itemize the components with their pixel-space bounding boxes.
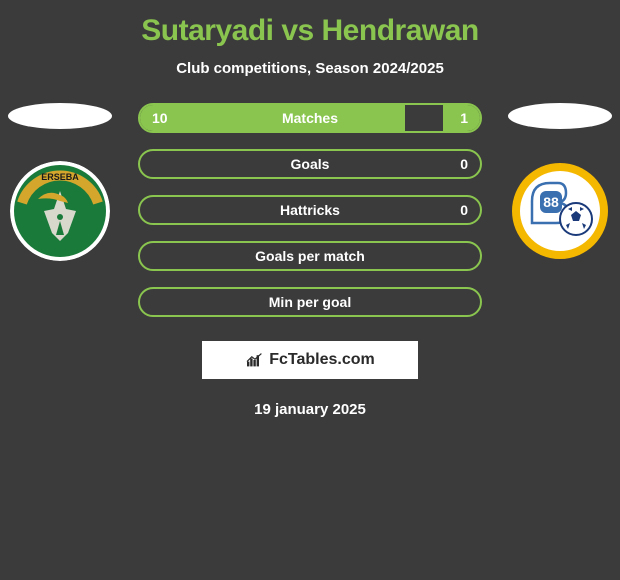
stat-value-left: 10 [152, 110, 168, 126]
subtitle: Club competitions, Season 2024/2025 [176, 60, 444, 77]
stat-label: Goals [140, 156, 480, 172]
player-right-col: 88 [500, 103, 620, 261]
comparison-card: Sutaryadi vs Hendrawan Club competitions… [0, 0, 620, 418]
barito-badge-icon: 88 [510, 161, 610, 261]
player-right-avatar [508, 103, 612, 129]
stat-value-right: 0 [460, 156, 468, 172]
title: Sutaryadi vs Hendrawan [141, 14, 478, 48]
watermark-box: FcTables.com [202, 341, 418, 379]
player-left-col: ERSEBA [0, 103, 120, 261]
persebaya-badge-icon: ERSEBA [10, 161, 110, 261]
stat-bar-goals: Goals0 [138, 149, 482, 179]
stat-value-right: 1 [460, 110, 468, 126]
stat-label: Min per goal [140, 294, 480, 310]
date: 19 january 2025 [254, 401, 366, 418]
stat-bar-goals-per-match: Goals per match [138, 241, 482, 271]
stat-bar-min-per-goal: Min per goal [138, 287, 482, 317]
watermark: FcTables.com [245, 351, 375, 369]
player-left-avatar [8, 103, 112, 129]
stat-label: Hattricks [140, 202, 480, 218]
stat-label: Matches [140, 110, 480, 126]
stats-column: Matches101Goals0Hattricks0Goals per matc… [120, 103, 500, 333]
svg-text:88: 88 [543, 194, 559, 210]
club-badge-left: ERSEBA [10, 161, 110, 261]
svg-text:ERSEBA: ERSEBA [41, 172, 79, 182]
stat-bar-matches: Matches10 1 [138, 103, 482, 133]
main-row: ERSEBA Matches101Goals0Hattricks0Goals p… [0, 103, 620, 333]
stat-bar-hattricks: Hattricks0 [138, 195, 482, 225]
stat-label: Goals per match [140, 248, 480, 264]
club-badge-right: 88 [510, 161, 610, 261]
stat-value-right: 0 [460, 202, 468, 218]
fctables-logo-icon [245, 352, 265, 368]
watermark-text: FcTables.com [269, 351, 375, 369]
